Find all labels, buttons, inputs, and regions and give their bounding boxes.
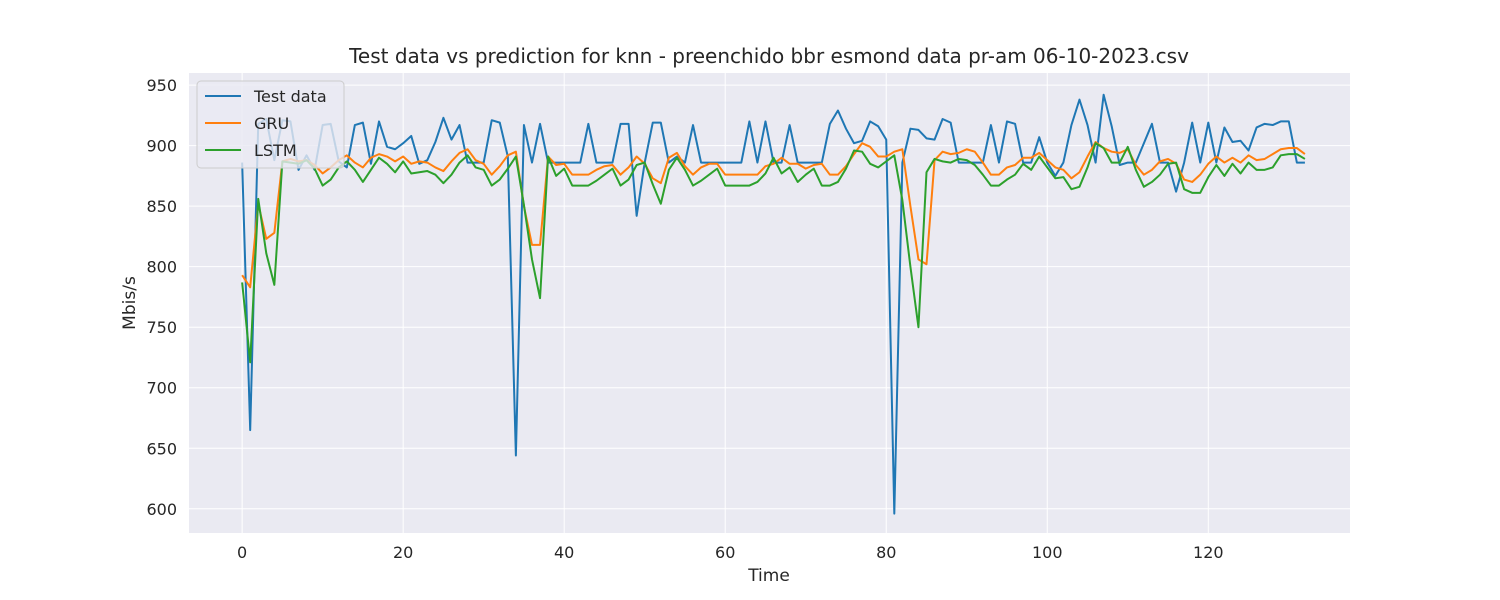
y-tick-label: 700: [146, 379, 177, 398]
series-line-lstm: [241, 142, 1306, 364]
y-tick-label: 650: [146, 439, 177, 458]
y-tick-label: 850: [146, 197, 177, 216]
legend-label: LSTM: [254, 141, 297, 160]
x-tick-label: 100: [1032, 543, 1063, 562]
x-tick-label: 0: [237, 543, 247, 562]
legend-label: Test data: [253, 87, 327, 106]
x-tick-label: 80: [876, 543, 896, 562]
tick-labels: 0 20 40 60 80 100 120 600 650 700 750 800 850 900 950: [146, 76, 1223, 562]
y-axis-label: Mbis/s: [120, 276, 140, 330]
x-tick-label: 120: [1193, 543, 1224, 562]
x-tick-label: 60: [715, 543, 735, 562]
y-tick-label: 950: [146, 76, 177, 95]
x-tick-label: 20: [393, 543, 413, 562]
series-layer: [241, 93, 1306, 515]
chart-title: Test data vs prediction for knn - preenc…: [348, 44, 1189, 68]
y-tick-label: 800: [146, 258, 177, 277]
x-tick-label: 40: [554, 543, 574, 562]
y-tick-label: 600: [146, 500, 177, 519]
legend-box: [196, 80, 345, 169]
legend: Test data GRU LSTM: [196, 80, 345, 169]
legend-label: GRU: [254, 114, 289, 133]
y-tick-label: 900: [146, 137, 177, 156]
y-tick-label: 750: [146, 318, 177, 337]
x-axis-label: Time: [747, 566, 790, 586]
